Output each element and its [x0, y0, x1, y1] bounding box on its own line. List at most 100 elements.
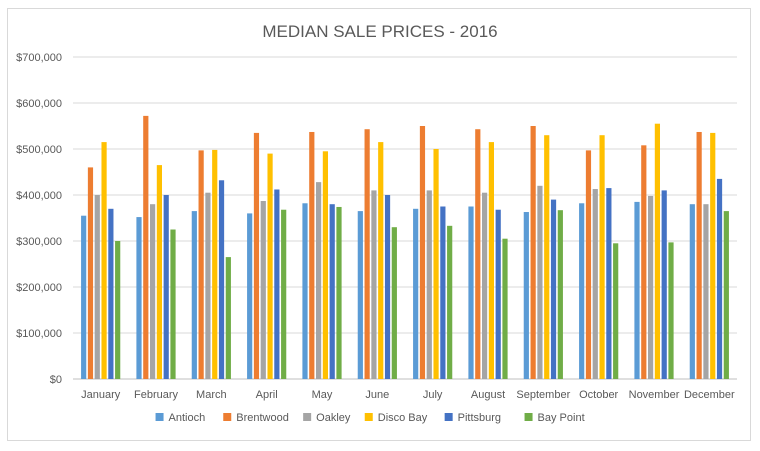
y-axis-ticks: $0 $100,000 $200,000 $300,000 $400,000 $500,0…: [16, 52, 62, 386]
bar-disco-bay-october: [599, 135, 605, 379]
bar-disco-bay-may: [322, 151, 328, 379]
x-tick-label: August: [471, 389, 505, 401]
x-tick-label: May: [312, 389, 333, 401]
bar-disco-bay-july: [433, 149, 439, 379]
bar-disco-bay-june: [378, 142, 384, 379]
bar-bay-point-april: [281, 209, 287, 379]
legend-swatch: [155, 413, 164, 421]
bar-bay-point-february: [170, 229, 176, 379]
bar-antioch-july: [413, 208, 419, 379]
bar-oakley-march: [205, 192, 211, 379]
bar-antioch-january: [81, 215, 87, 379]
y-tick-label: $300,000: [16, 236, 62, 248]
bar-bay-point-july: [447, 225, 453, 379]
legend-swatch: [303, 413, 312, 421]
legend-label: Bay Point: [538, 412, 585, 424]
bar-brentwood-february: [143, 115, 149, 379]
bar-bay-point-january: [115, 241, 121, 379]
bar-bay-point-august: [502, 238, 508, 379]
bar-oakley-may: [316, 182, 322, 379]
legend-item: Brentwood: [223, 412, 289, 424]
y-tick-label: $600,000: [16, 98, 62, 110]
bar-oakley-february: [150, 204, 156, 379]
bar-oakley-july: [426, 190, 432, 379]
x-tick-label: April: [256, 389, 278, 401]
bar-disco-bay-february: [156, 165, 162, 379]
bar-oakley-january: [94, 195, 100, 379]
x-tick-label: October: [579, 389, 618, 401]
y-tick-label: $500,000: [16, 144, 62, 156]
legend-label: Pittsburg: [458, 412, 501, 424]
gridlines: [73, 56, 737, 380]
legend-item: Disco Bay: [364, 412, 428, 424]
legend-label: Brentwood: [236, 412, 289, 424]
legend-item: Oakley: [303, 412, 351, 424]
legend-label: Disco Bay: [378, 412, 428, 424]
bar-oakley-september: [537, 185, 543, 379]
bar-oakley-december: [703, 204, 709, 379]
bar-pittsburg-april: [274, 189, 280, 379]
bar-pittsburg-january: [108, 208, 114, 379]
bar-pittsburg-may: [329, 204, 335, 379]
bar-bay-point-november: [668, 242, 674, 379]
y-tick-label: $100,000: [16, 328, 62, 340]
legend-label: Antioch: [169, 412, 206, 424]
bar-brentwood-december: [696, 131, 702, 379]
bar-disco-bay-august: [488, 142, 494, 379]
bar-pittsburg-march: [218, 180, 225, 379]
bar-brentwood-november: [641, 145, 647, 379]
bar-disco-bay-december: [710, 132, 716, 379]
bar-bay-point-december: [723, 211, 729, 379]
bar-pittsburg-february: [163, 195, 169, 379]
bar-antioch-november: [634, 201, 640, 379]
bar-brentwood-august: [475, 129, 481, 379]
x-tick-label: December: [684, 389, 735, 401]
bar-antioch-october: [579, 203, 585, 379]
bar-brentwood-september: [530, 126, 536, 379]
bar-brentwood-january: [87, 167, 94, 379]
bar-bay-point-march: [225, 257, 231, 379]
x-axis-ticks: January February March April May June July Augu…: [81, 389, 735, 401]
bar-bay-point-october: [613, 243, 619, 379]
bar-disco-bay-september: [544, 135, 550, 379]
bar-oakley-april: [260, 200, 266, 379]
bar-pittsburg-october: [606, 188, 612, 379]
y-tick-label: $400,000: [16, 190, 62, 202]
x-tick-label: February: [134, 389, 179, 401]
bar-brentwood-march: [198, 150, 204, 379]
bar-antioch-june: [357, 211, 363, 379]
legend-item: Bay Point: [524, 412, 585, 424]
bar-oakley-november: [648, 195, 654, 379]
bar-antioch-august: [468, 206, 474, 379]
x-tick-label: June: [365, 389, 389, 401]
bar-brentwood-april: [253, 132, 260, 379]
x-tick-label: July: [423, 389, 443, 401]
y-tick-label: $700,000: [16, 52, 62, 64]
bar-bay-point-may: [336, 206, 342, 379]
legend-item: Pittsburg: [444, 412, 501, 424]
bar-disco-bay-january: [101, 142, 107, 379]
legend-swatch: [524, 413, 533, 421]
bar-antioch-february: [136, 217, 142, 379]
bar-brentwood-october: [585, 150, 592, 379]
bar-disco-bay-november: [654, 123, 660, 379]
bar-antioch-september: [523, 212, 529, 379]
bar-disco-bay-march: [212, 149, 218, 379]
bar-brentwood-may: [309, 131, 315, 379]
bar-pittsburg-september: [550, 199, 557, 379]
bars: [81, 115, 729, 379]
y-tick-label: $0: [50, 374, 62, 386]
bar-pittsburg-november: [661, 190, 667, 379]
x-tick-label: March: [196, 389, 227, 401]
legend-swatch: [223, 413, 232, 421]
chart-title: MEDIAN SALE PRICES - 2016: [262, 22, 497, 41]
legend-swatch: [444, 413, 453, 421]
bar-pittsburg-july: [440, 206, 446, 379]
bar-pittsburg-december: [716, 178, 723, 379]
bar-antioch-december: [689, 204, 695, 379]
bar-pittsburg-june: [384, 195, 391, 379]
bar-brentwood-july: [419, 126, 426, 379]
legend: Antioch Brentwood Oakley Disco Bay Pittsburg…: [155, 412, 585, 424]
x-tick-label: November: [629, 389, 680, 401]
